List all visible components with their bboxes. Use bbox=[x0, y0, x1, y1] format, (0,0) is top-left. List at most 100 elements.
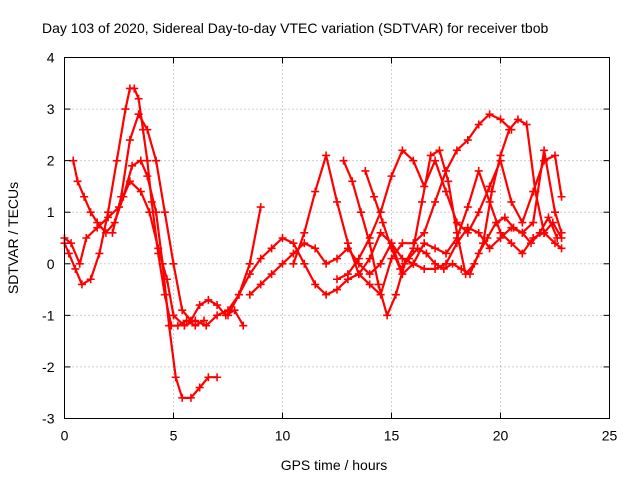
data-point-marker bbox=[333, 275, 341, 284]
data-point-marker bbox=[474, 208, 483, 217]
data-point-marker bbox=[540, 146, 549, 155]
data-point-marker bbox=[485, 244, 494, 253]
data-point-marker bbox=[463, 136, 472, 145]
data-point-marker bbox=[239, 321, 248, 330]
data-point-marker bbox=[202, 321, 211, 330]
data-point-marker bbox=[356, 208, 365, 217]
data-point-marker bbox=[169, 311, 178, 320]
data-point-marker bbox=[518, 228, 527, 237]
y-tick-label: 4 bbox=[47, 50, 55, 66]
data-point-marker bbox=[322, 259, 331, 268]
data-point-marker bbox=[165, 321, 174, 330]
data-point-marker bbox=[420, 239, 429, 248]
y-tick-label: 1 bbox=[47, 204, 55, 220]
data-point-marker bbox=[213, 373, 222, 382]
data-point-marker bbox=[224, 311, 232, 320]
data-point-marker bbox=[322, 151, 331, 160]
data-point-marker bbox=[485, 110, 494, 119]
data-point-marker bbox=[67, 239, 76, 248]
data-point-marker bbox=[474, 166, 483, 175]
data-point-marker bbox=[409, 156, 418, 165]
data-point-marker bbox=[557, 244, 566, 253]
x-tick-label: 25 bbox=[602, 428, 618, 444]
data-point-marker bbox=[418, 197, 427, 206]
data-point-marker bbox=[195, 383, 204, 392]
data-point-marker bbox=[300, 259, 309, 268]
data-point-marker bbox=[531, 187, 540, 196]
series-track-1 bbox=[60, 84, 209, 330]
data-point-marker bbox=[77, 280, 86, 289]
data-point-marker bbox=[518, 218, 527, 227]
data-point-marker bbox=[420, 264, 429, 273]
data-point-marker bbox=[465, 270, 474, 279]
x-tick-label: 20 bbox=[493, 428, 509, 444]
data-point-marker bbox=[145, 208, 154, 217]
data-point-marker bbox=[108, 228, 117, 237]
data-point-marker bbox=[200, 316, 209, 325]
data-point-marker bbox=[354, 254, 363, 263]
series-line bbox=[342, 118, 563, 317]
series-line bbox=[72, 159, 219, 399]
data-point-marker bbox=[178, 306, 187, 315]
data-point-marker bbox=[178, 393, 187, 402]
data-point-marker bbox=[169, 259, 178, 268]
series-line bbox=[248, 149, 563, 296]
data-point-marker bbox=[128, 161, 137, 170]
data-point-marker bbox=[365, 280, 374, 289]
data-point-marker bbox=[463, 203, 472, 212]
data-point-marker bbox=[544, 213, 553, 222]
data-point-marker bbox=[195, 301, 204, 310]
data-point-marker bbox=[333, 285, 341, 294]
series-line bbox=[111, 113, 245, 327]
data-point-marker bbox=[452, 228, 461, 237]
data-point-marker bbox=[75, 259, 84, 268]
data-point-marker bbox=[204, 295, 213, 304]
data-point-marker bbox=[487, 187, 496, 196]
series-track-5 bbox=[224, 110, 516, 320]
data-point-marker bbox=[404, 254, 413, 263]
data-point-marker bbox=[557, 192, 566, 201]
data-point-marker bbox=[121, 105, 130, 114]
data-point-marker bbox=[522, 120, 531, 129]
data-point-marker bbox=[474, 120, 483, 129]
data-point-marker bbox=[396, 264, 405, 273]
data-point-marker bbox=[354, 270, 363, 279]
data-point-marker bbox=[348, 177, 357, 186]
data-point-marker bbox=[398, 146, 407, 155]
data-point-marker bbox=[245, 290, 254, 299]
data-point-marker bbox=[171, 373, 180, 382]
data-point-marker bbox=[474, 228, 483, 237]
data-point-marker bbox=[136, 187, 145, 196]
data-point-marker bbox=[311, 244, 320, 253]
data-point-marker bbox=[186, 393, 195, 402]
data-point-marker bbox=[376, 228, 385, 237]
data-point-marker bbox=[256, 203, 265, 212]
data-point-marker bbox=[422, 249, 431, 258]
data-point-marker bbox=[86, 275, 95, 284]
data-point-marker bbox=[136, 156, 145, 165]
series-line bbox=[292, 154, 563, 276]
data-point-marker bbox=[186, 316, 195, 325]
data-point-marker bbox=[112, 156, 121, 165]
data-point-marker bbox=[311, 187, 320, 196]
series-track-3 bbox=[60, 177, 265, 330]
data-point-marker bbox=[143, 125, 152, 134]
data-point-marker bbox=[551, 151, 559, 160]
data-point-marker bbox=[245, 270, 254, 279]
data-point-marker bbox=[431, 197, 440, 206]
data-point-marker bbox=[391, 290, 400, 299]
data-point-marker bbox=[398, 239, 407, 248]
data-point-marker bbox=[80, 192, 89, 201]
plot-frame bbox=[64, 57, 610, 419]
series-track-6 bbox=[245, 146, 566, 299]
axis-ticks: 0 5 10 15 20 25 -3 -2 -1 0 1 2 3 4 bbox=[42, 50, 617, 444]
data-point-marker bbox=[213, 301, 222, 310]
data-point-marker bbox=[361, 166, 370, 175]
x-tick-label: 5 bbox=[170, 428, 178, 444]
data-point-marker bbox=[333, 254, 341, 263]
data-point-marker bbox=[442, 187, 450, 196]
data-point-marker bbox=[378, 218, 387, 227]
data-point-marker bbox=[409, 259, 418, 268]
